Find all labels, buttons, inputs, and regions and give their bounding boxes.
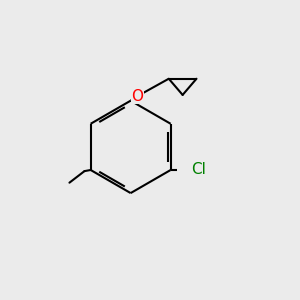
Text: Cl: Cl [191,163,206,178]
Text: O: O [132,88,144,104]
